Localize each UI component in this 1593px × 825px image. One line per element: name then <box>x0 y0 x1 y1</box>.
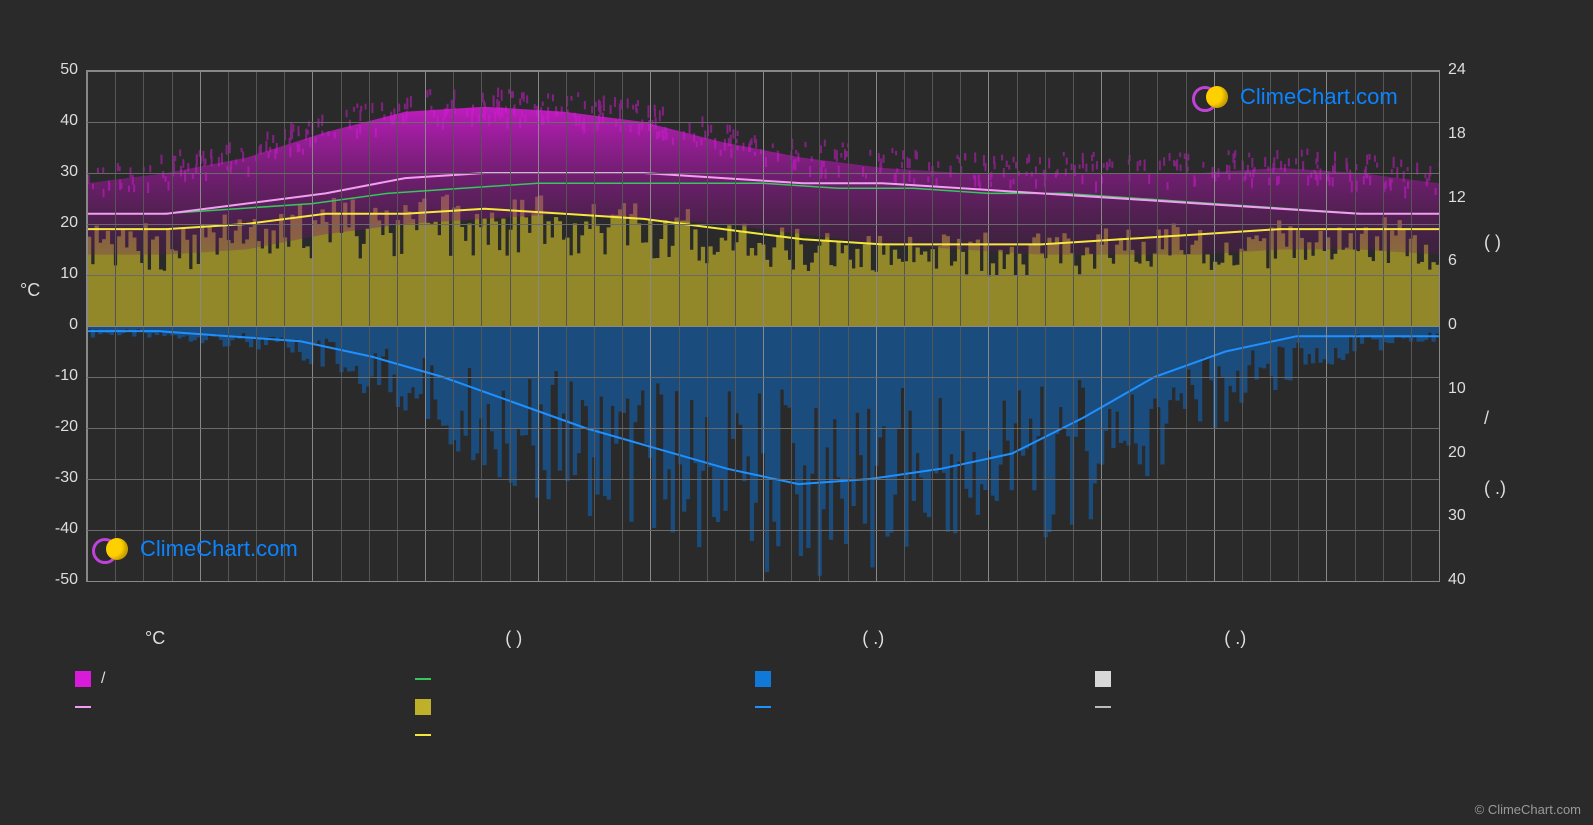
y-left-tick: 50 <box>18 61 78 79</box>
y-left-tick: -30 <box>18 469 78 487</box>
watermark-top: ClimeChart.com <box>1192 84 1398 110</box>
y-left-tick: -10 <box>18 367 78 385</box>
legend-header-2: ( ) <box>505 628 522 649</box>
y-right-tick: 30 <box>1448 507 1508 525</box>
legend-item <box>755 693 1095 721</box>
y-left-tick: -40 <box>18 520 78 538</box>
y-right-tick: 0 <box>1448 316 1508 334</box>
plot-area <box>86 70 1440 582</box>
watermark-bottom: ClimeChart.com <box>92 536 298 562</box>
legend-item <box>1095 693 1435 721</box>
legend-item <box>755 665 1095 693</box>
y-right-title-2: / <box>1484 408 1489 429</box>
legend-item <box>415 721 755 749</box>
legend-swatch <box>755 706 771 708</box>
legend-swatch <box>415 734 431 736</box>
legend-swatch <box>1095 706 1111 708</box>
climechart-logo-icon <box>92 538 132 560</box>
y-left-tick: 30 <box>18 163 78 181</box>
y-left-tick: 40 <box>18 112 78 130</box>
legend-swatch <box>1095 671 1111 687</box>
legend-item <box>415 665 755 693</box>
y-right-tick: 20 <box>1448 444 1508 462</box>
legend-item <box>1095 665 1435 693</box>
climate-chart: 50403020100-10-20-30-40-50 2418126010203… <box>0 0 1593 825</box>
legend-swatch <box>75 706 91 708</box>
legend-item <box>415 693 755 721</box>
y-right-title-3: ( .) <box>1484 478 1506 499</box>
legend-swatch <box>415 678 431 680</box>
y-right-title-1: ( ) <box>1484 232 1501 253</box>
legend-headers: °C ( ) ( .) ( .) <box>75 628 1515 649</box>
watermark-text: ClimeChart.com <box>140 536 298 562</box>
watermark-text: ClimeChart.com <box>1240 84 1398 110</box>
legend-body: / <box>75 665 1515 749</box>
legend-swatch <box>755 671 771 687</box>
y-right-tick: 6 <box>1448 252 1508 270</box>
legend-swatch <box>75 671 91 687</box>
legend-item: / <box>75 665 415 693</box>
y-left-title: °C <box>20 280 40 301</box>
y-left-tick: 0 <box>18 316 78 334</box>
legend-label: / <box>101 670 105 688</box>
y-right-tick: 24 <box>1448 61 1508 79</box>
y-right-tick: 12 <box>1448 189 1508 207</box>
y-left-tick: -20 <box>18 418 78 436</box>
legend: °C ( ) ( .) ( .) / <box>75 628 1515 749</box>
y-right-tick: 10 <box>1448 380 1508 398</box>
attribution: © ClimeChart.com <box>1475 802 1581 817</box>
legend-header-3: ( .) <box>862 628 884 649</box>
y-left-tick: 20 <box>18 214 78 232</box>
legend-header-1: °C <box>145 628 165 649</box>
y-right-tick: 18 <box>1448 125 1508 143</box>
legend-swatch <box>415 699 431 715</box>
legend-header-4: ( .) <box>1224 628 1246 649</box>
climechart-logo-icon <box>1192 86 1232 108</box>
legend-item <box>75 693 415 721</box>
y-right-tick: 40 <box>1448 571 1508 589</box>
y-left-tick: -50 <box>18 571 78 589</box>
